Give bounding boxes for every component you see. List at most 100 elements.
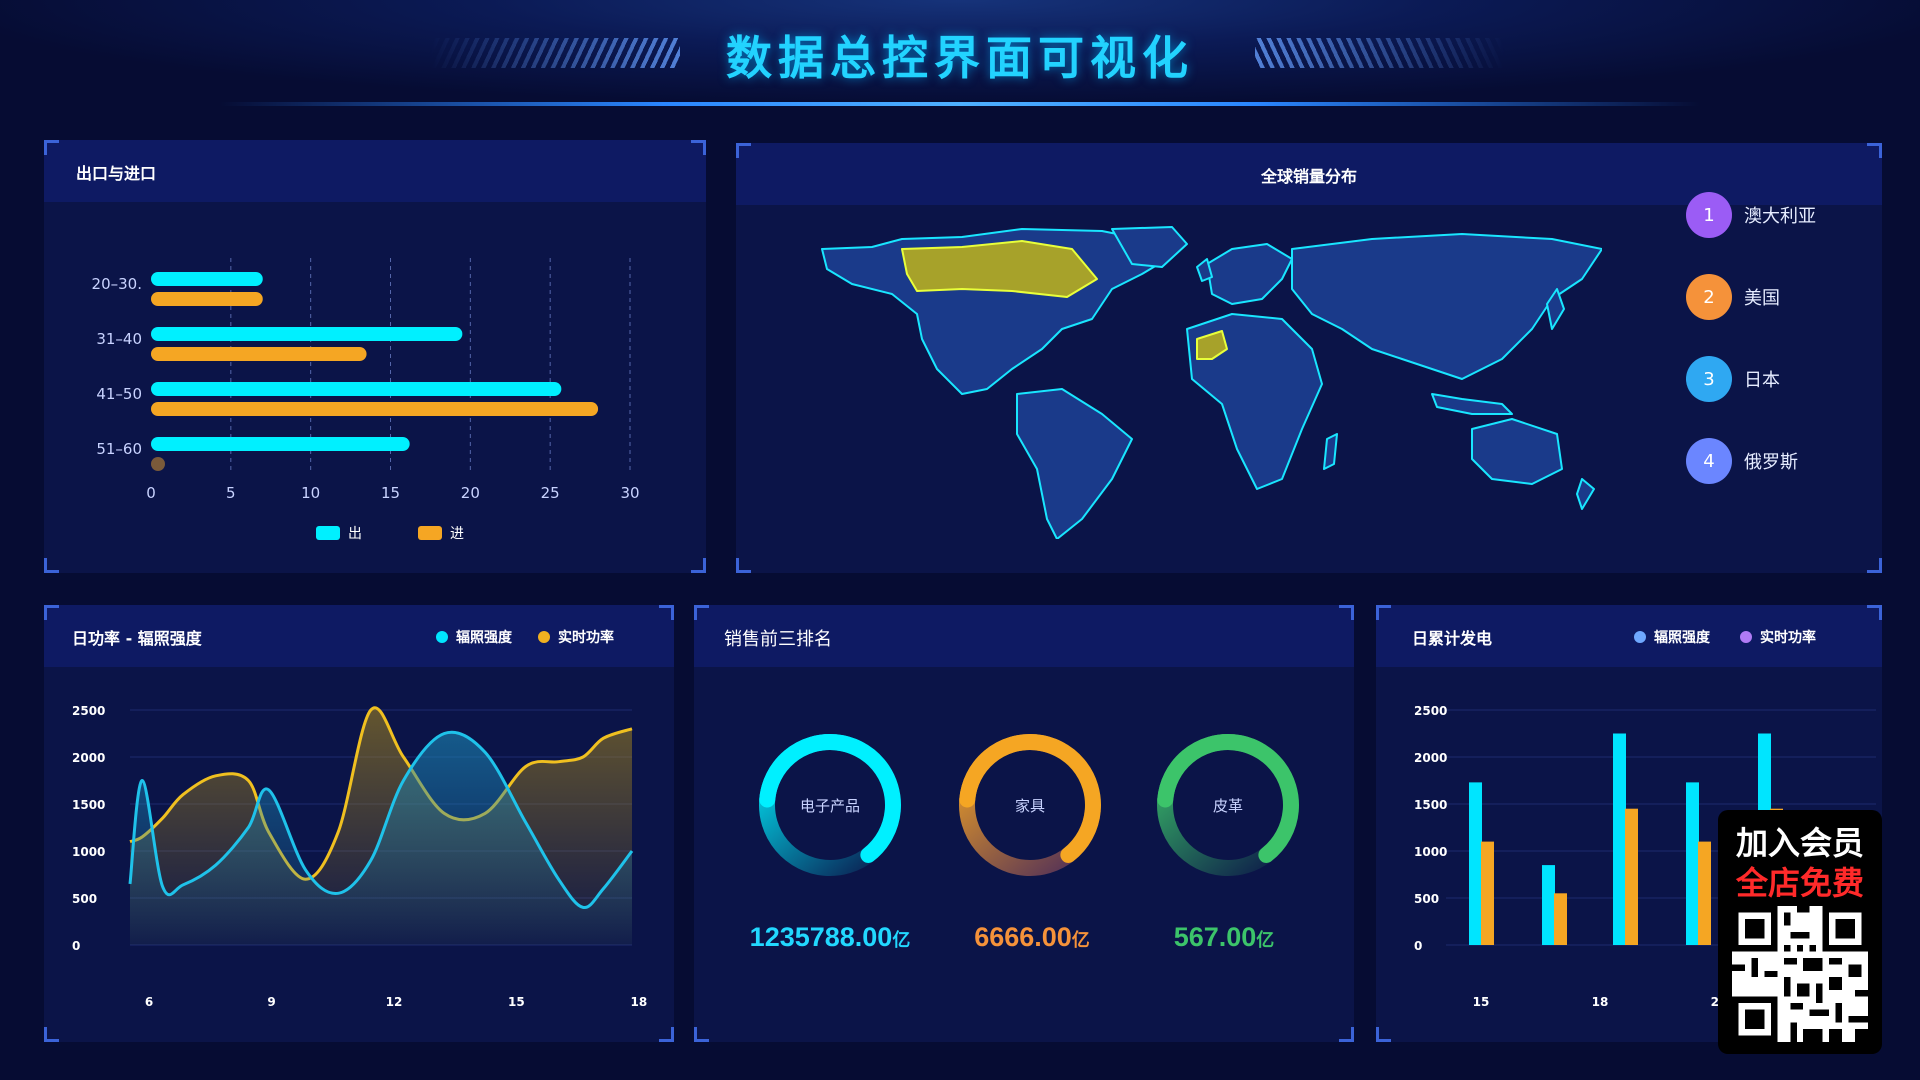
panel-title: 全球销量分布 [1260,167,1357,186]
ring-value-electronics: 1235788.00亿 [710,922,950,953]
y-tick-label: 41–50 [96,385,142,403]
legend-swatch-in [418,526,442,540]
x-tick-label: 0 [146,484,156,502]
legend-label: 辐照强度 [456,630,512,646]
legend-dot [1634,631,1646,643]
panel-title: 日功率 - 辐照强度 [72,629,202,648]
map-greenland [1111,226,1188,268]
legend-label-out: 出 [348,526,362,542]
value-unit: 亿 [892,930,911,950]
map-europe [1206,243,1293,305]
x-tick-label: 15 [1473,995,1490,1009]
map-africa [1186,313,1323,490]
rank-item-2: 2 美国 [1686,274,1780,320]
bar-irradiance [1686,782,1699,945]
ring-furniture: 家具 [950,725,1110,885]
value-number: 1235788.00 [749,922,893,952]
header-decor-right [1255,38,1505,68]
ring-value-leather: 567.00亿 [1104,922,1344,953]
y-tick-label: 20–30. [92,275,142,293]
rank-badge: 2 [1686,274,1732,320]
series-line-0 [128,730,634,909]
qr-code[interactable] [1732,906,1868,1042]
value-unit: 亿 [1071,930,1090,950]
rank-badge: 4 [1686,438,1732,484]
legend-label: 辐照强度 [1654,630,1710,646]
map-mali-highlight [1196,330,1228,360]
rank-name: 美国 [1744,288,1780,309]
map-south-america [1016,388,1133,539]
bar-in [151,457,165,471]
x-tick-label: 15 [508,995,525,1009]
map-japan [1546,288,1565,330]
bar-in [151,402,599,416]
trade-bar-chart: 0 5 10 15 20 25 30 20–30. 31–40 41–50 51–60 [92,258,640,502]
rank-badge: 1 [1686,192,1732,238]
ring-value-furniture: 6666.00亿 [912,922,1152,953]
map-madagascar [1323,433,1338,470]
ring-leather: 皮革 [1148,725,1308,885]
rank-item-4: 4 俄罗斯 [1686,438,1798,484]
series-line-1 [129,706,633,881]
y-tick-label: 1500 [1414,798,1447,812]
y-tick-label: 2500 [72,704,105,718]
member-promo-badge[interactable]: 加入会员 全店免费 [1718,810,1882,1054]
map-newzealand [1576,478,1595,510]
panel-header [736,143,1882,205]
ring-chart [959,734,1101,876]
y-tick-label: 1000 [1414,845,1447,859]
legend-label: 实时功率 [1760,630,1816,646]
panel-header [694,605,1354,667]
daily-gen-legend: 辐照强度 实时功率 [1634,627,1816,647]
daily-power-area-chart: 2500 2000 1500 1000 500 0 6 9 12 15 18 [72,704,647,1009]
y-tick-label: 51–60 [96,440,142,458]
bar-power [1625,808,1638,945]
y-tick-label: 0 [1414,939,1422,953]
rank-name: 澳大利亚 [1744,206,1816,227]
map-asia [1291,233,1602,380]
bar-out [151,437,410,451]
ring-chart [759,734,901,876]
y-tick-label: 2500 [1414,704,1447,718]
y-tick-label: 1500 [72,798,105,812]
rank-badge: 3 [1686,356,1732,402]
panel-header [44,605,674,667]
x-tick-label: 25 [541,484,560,502]
x-tick-label: 18 [630,995,647,1009]
ring-electronics: 电子产品 [750,725,910,885]
legend-label-in: 进 [450,526,464,542]
ring-label: 皮革 [1212,796,1243,815]
legend-dot [436,631,448,643]
daily-power-legend: 辐照强度 实时功率 [436,627,614,647]
world-map[interactable] [812,219,1602,539]
ring-label: 电子产品 [799,796,860,815]
header-decor-left [430,38,680,68]
bar-irradiance [1542,865,1555,945]
panel-header [1376,605,1882,667]
y-tick-label: 31–40 [96,330,142,348]
rank-item-1: 1 澳大利亚 [1686,192,1816,238]
x-tick-label: 6 [145,995,153,1009]
y-tick-label: 2000 [1414,751,1447,765]
y-tick-label: 1000 [72,845,105,859]
x-tick-label: 15 [381,484,400,502]
bar-in [151,347,367,361]
trade-legend: 出 进 [316,523,464,543]
panel-title: 日累计发电 [1412,629,1493,648]
bar-out [151,382,562,396]
x-tick-label: 20 [461,484,480,502]
x-tick-label: 9 [267,995,275,1009]
bar-power [1554,893,1567,945]
value-number: 567.00 [1173,922,1257,952]
legend-dot [538,631,550,643]
x-tick-label: 18 [1592,995,1609,1009]
map-uk [1196,258,1213,282]
rank-item-3: 3 日本 [1686,356,1780,402]
map-indonesia [1431,393,1513,415]
map-australia [1471,418,1563,485]
value-unit: 亿 [1256,930,1275,950]
bar-power [1698,841,1711,945]
x-tick-label: 12 [386,995,403,1009]
x-tick-label: 5 [226,484,236,502]
daily-power-panel: 日功率 - 辐照强度 辐照强度 实时功率 2500 2000 1500 1000 500… [44,605,674,1042]
